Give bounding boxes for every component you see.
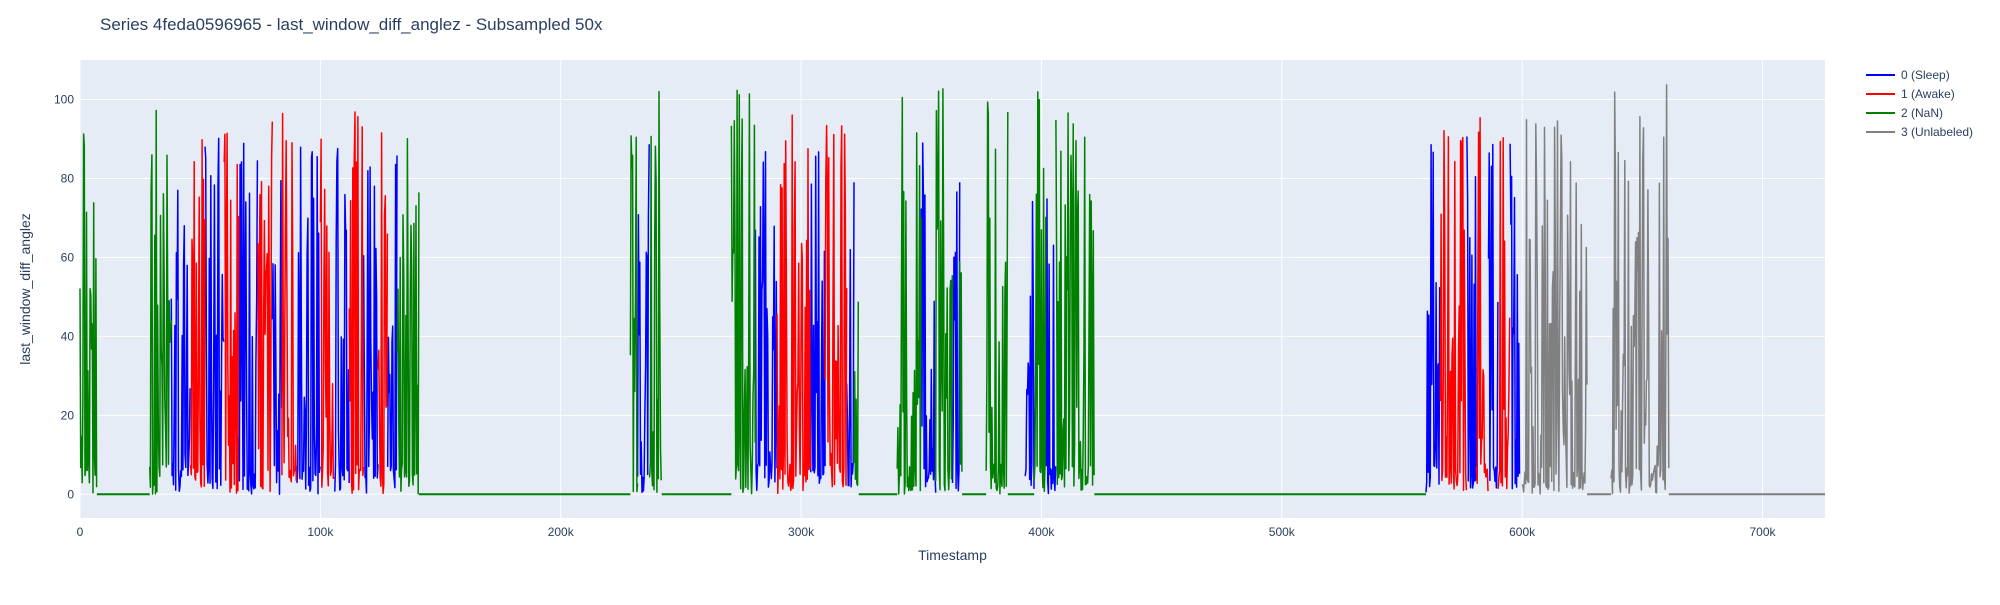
series-line-segment: [853, 301, 860, 487]
legend-label: 1 (Awake): [1901, 87, 1955, 101]
y-tick-label: 40: [61, 329, 75, 343]
series-line-segment: [148, 109, 173, 495]
series-line-segment: [1033, 91, 1047, 493]
legend-item[interactable]: 2 (NaN): [1866, 106, 1943, 120]
series-line-segment: [1509, 143, 1521, 490]
series-line-segment: [730, 89, 756, 495]
x-tick-label: 100k: [307, 525, 334, 539]
series-line-segment: [1497, 137, 1511, 490]
series-line-segment: [223, 132, 240, 494]
series-line-segment: [1521, 118, 1588, 495]
series-line-segment: [189, 139, 206, 488]
series-line-segment: [257, 121, 274, 493]
series-line-segment: [1045, 198, 1057, 495]
series-line-segment: [79, 133, 98, 494]
series-line-segment: [271, 179, 283, 495]
series-line-segment: [845, 182, 855, 488]
series-line-segment: [237, 142, 259, 495]
y-tick-label: 80: [61, 171, 75, 185]
series-line-segment: [281, 112, 298, 483]
series-line-segment: [204, 137, 225, 490]
series-line-segment: [396, 138, 420, 495]
series-line-segment: [334, 147, 350, 492]
x-axis-label: Timestamp: [918, 547, 987, 563]
series-line-segment: [295, 146, 321, 495]
x-tick-label: 400k: [1028, 525, 1055, 539]
series-line-segment: [170, 189, 191, 493]
series-line-segment: [386, 155, 398, 489]
series-line-segment: [1487, 143, 1499, 489]
data-series: [79, 84, 1825, 496]
series-line-segment: [1475, 117, 1489, 492]
series-line-segment: [1024, 200, 1035, 489]
series-line-segment: [951, 182, 961, 492]
series-line-segment: [1439, 129, 1468, 492]
y-tick-label: 100: [54, 92, 74, 106]
y-tick-label: 60: [61, 250, 75, 264]
series-line-segment: [896, 96, 922, 495]
series-line-segment: [776, 114, 811, 495]
legend-label: 2 (NaN): [1901, 106, 1943, 120]
series-line-segment: [636, 144, 650, 494]
legend-item[interactable]: 1 (Awake): [1866, 87, 1955, 101]
legend-item[interactable]: 3 (Unlabeled): [1866, 125, 1973, 139]
x-tick-label: 0: [77, 525, 84, 539]
series-line-segment: [377, 132, 389, 495]
series-line-segment: [920, 142, 937, 493]
series-line-segment: [648, 90, 662, 493]
chart-title: Series 4feda0596965 - last_window_diff_a…: [100, 15, 603, 34]
series-line-segment: [958, 261, 963, 472]
y-axis-label: last_window_diff_anglez: [17, 213, 33, 365]
series-line-segment: [629, 135, 639, 493]
series-line-segment: [934, 88, 954, 492]
series-line-segment: [319, 138, 336, 488]
x-tick-label: 300k: [788, 525, 815, 539]
series-line-segment: [362, 166, 379, 494]
series-line-segment: [809, 151, 826, 484]
series-line-segment: [754, 150, 778, 492]
series-line-segment: [824, 124, 848, 488]
y-tick-label: 20: [61, 408, 75, 422]
x-tick-label: 600k: [1509, 525, 1536, 539]
series-line-segment: [1466, 136, 1477, 489]
legend-label: 3 (Unlabeled): [1901, 125, 1973, 139]
x-axis-ticks: 0 100k 200k 300k 400k 500k 600k 700k: [77, 525, 1777, 539]
legend-label: 0 (Sleep): [1901, 68, 1950, 82]
series-line-segment: [985, 101, 1009, 495]
x-tick-label: 200k: [548, 525, 575, 539]
series-line-segment: [348, 111, 365, 494]
legend-item[interactable]: 0 (Sleep): [1866, 68, 1950, 82]
legend: 0 (Sleep) 1 (Awake) 2 (NaN) 3 (Unlabeled): [1866, 68, 1973, 139]
y-axis-ticks: 0 20 40 60 80 100: [54, 92, 74, 501]
series-line-segment: [1055, 112, 1095, 492]
x-tick-label: 500k: [1269, 525, 1296, 539]
x-tick-label: 700k: [1749, 525, 1776, 539]
y-tick-label: 0: [67, 487, 74, 501]
series-line-segment: [1610, 84, 1670, 495]
series-line-segment: [1425, 143, 1442, 493]
